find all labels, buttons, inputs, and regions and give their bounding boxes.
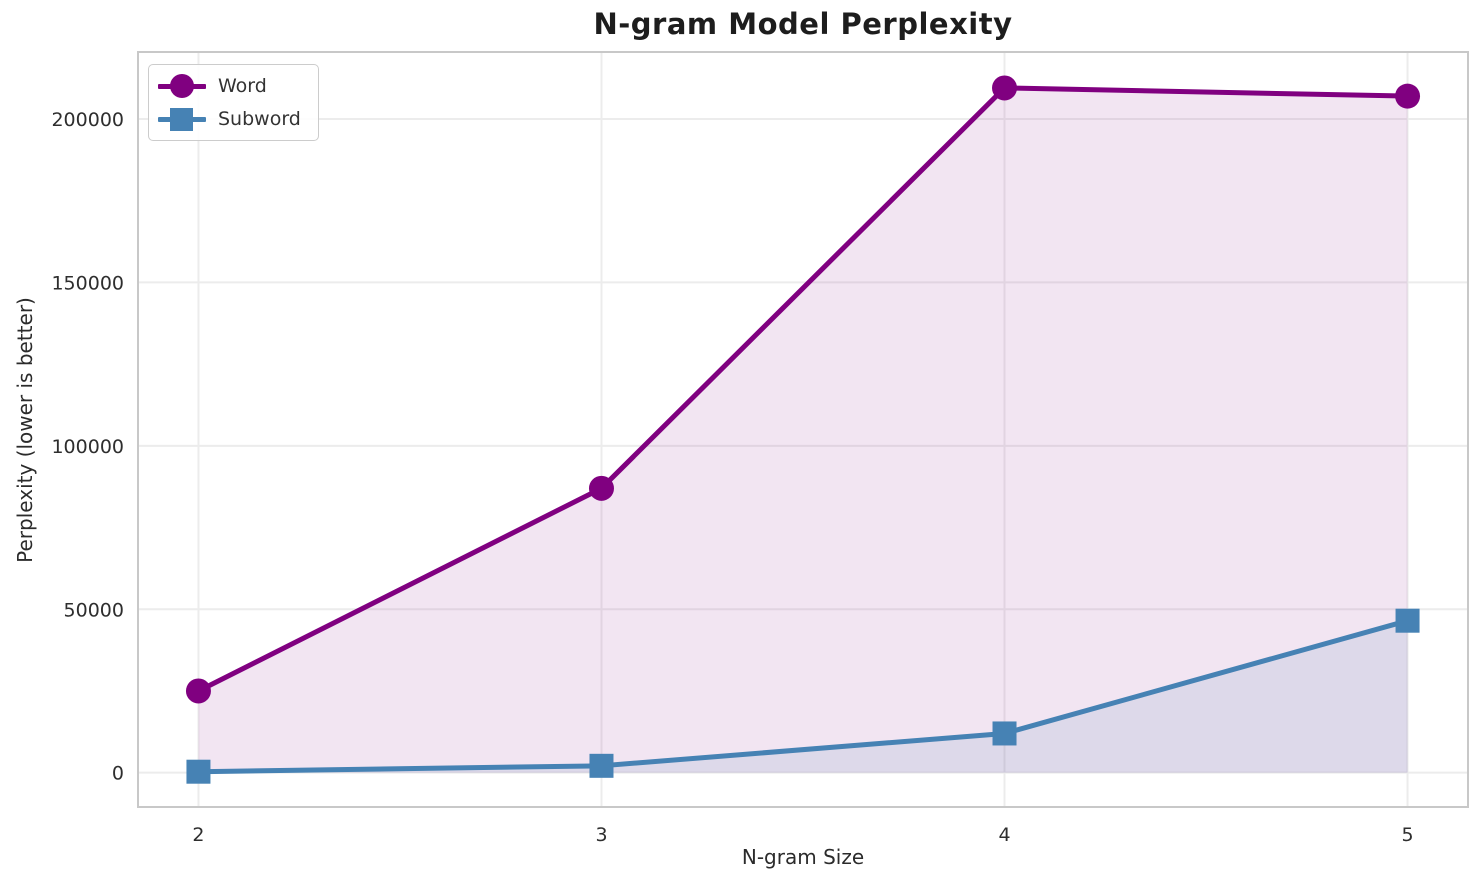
- legend: Word Subword: [148, 64, 319, 141]
- word-line-circle-marker-icon: [158, 73, 206, 99]
- legend-item-word: Word: [158, 73, 301, 99]
- svg-text:150000: 150000: [51, 272, 124, 294]
- x-axis-label: N-gram Size: [741, 845, 865, 869]
- svg-text:4: 4: [998, 824, 1010, 846]
- svg-text:200000: 200000: [51, 109, 124, 131]
- svg-text:2: 2: [192, 824, 204, 846]
- svg-text:100000: 100000: [51, 436, 124, 458]
- svg-text:0: 0: [112, 763, 124, 785]
- legend-label-subword: Subword: [218, 108, 301, 130]
- chart-title: N-gram Model Perplexity: [593, 7, 1013, 41]
- legend-item-subword: Subword: [158, 106, 301, 132]
- legend-label-word: Word: [218, 75, 267, 97]
- svg-text:3: 3: [595, 824, 607, 846]
- subword-line-square-marker-icon: [158, 106, 206, 132]
- svg-text:50000: 50000: [64, 599, 124, 621]
- y-axis-label: Perplexity (lower is better): [13, 297, 37, 563]
- svg-text:5: 5: [1401, 824, 1413, 846]
